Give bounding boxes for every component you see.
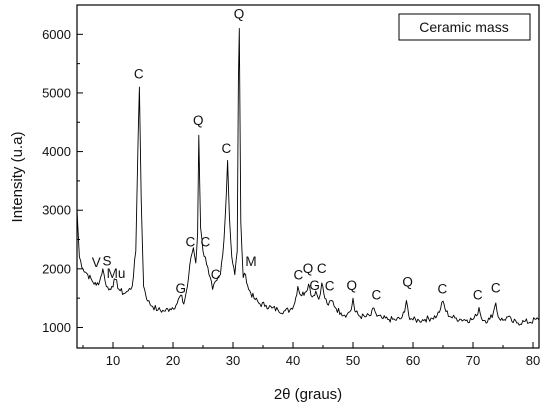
peak-label: G	[309, 278, 320, 293]
peak-label: C	[186, 235, 196, 250]
y-tick-label: 1000	[42, 320, 71, 335]
axis-ticks	[77, 33, 534, 348]
x-tick-label: 40	[286, 353, 300, 368]
peak-label: C	[372, 287, 382, 302]
peak-label: C	[134, 66, 144, 81]
y-axis-title: Intensity (u.a)	[9, 132, 26, 223]
peak-label: C	[491, 280, 501, 295]
y-tick-label: 5000	[42, 85, 71, 100]
peak-label: Q	[402, 274, 413, 289]
peak-label: C	[211, 267, 221, 282]
peak-label: Q	[303, 261, 314, 276]
y-tick-label: 2000	[42, 261, 71, 276]
plot-frame	[76, 4, 540, 349]
y-tick-label: 6000	[42, 27, 71, 42]
intensity-line	[76, 28, 540, 326]
peak-label: C	[201, 235, 211, 250]
peak-label: Q	[193, 113, 204, 128]
x-tick-label: 30	[226, 353, 240, 368]
x-tick-label: 50	[346, 353, 360, 368]
x-tick-label: 20	[166, 353, 180, 368]
x-tick-label: 80	[526, 353, 540, 368]
y-tick-label: 4000	[42, 144, 71, 159]
peak-label: Q	[347, 278, 358, 293]
legend: Ceramic mass	[398, 13, 531, 41]
peak-label: Q	[234, 6, 245, 21]
axis-tick-labels: 10 20 30 40 50 60 70 80 1000 2000 3000 4000 5000 6000	[42, 27, 540, 368]
peak-label: C	[294, 267, 304, 282]
peak-label: V	[92, 255, 101, 270]
y-tick-label: 3000	[42, 203, 71, 218]
x-tick-label: 70	[466, 353, 480, 368]
peak-label: C	[222, 141, 232, 156]
peak-label: G	[176, 281, 187, 296]
peak-label: C	[438, 281, 448, 296]
peak-label: C	[325, 279, 335, 294]
x-axis-title: 2θ (graus)	[274, 386, 342, 403]
peak-label: M	[245, 254, 256, 269]
legend-label: Ceramic mass	[419, 19, 508, 35]
peak-label: Mu	[107, 266, 126, 281]
x-tick-label: 60	[406, 353, 420, 368]
x-tick-label: 10	[106, 353, 120, 368]
peak-label: S	[102, 253, 111, 268]
peak-label: C	[317, 261, 327, 276]
peak-label: C	[473, 287, 483, 302]
legend-box	[398, 13, 531, 41]
